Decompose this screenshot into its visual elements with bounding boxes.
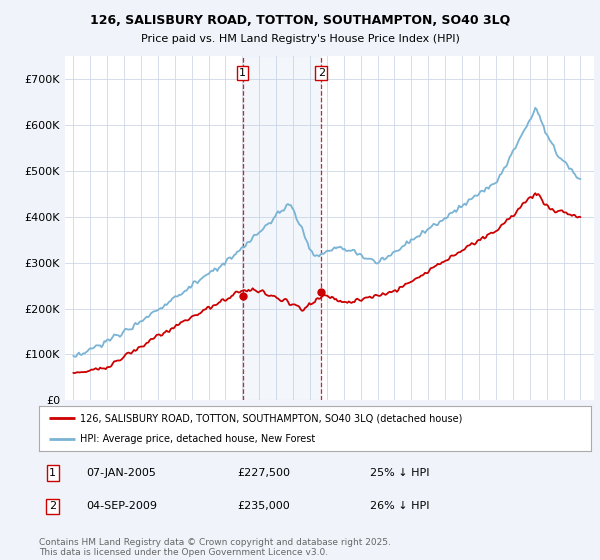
Bar xyxy=(242,56,321,400)
Text: 2: 2 xyxy=(49,501,56,511)
Text: 07-JAN-2005: 07-JAN-2005 xyxy=(86,468,156,478)
Text: 2: 2 xyxy=(318,68,325,78)
Text: 126, SALISBURY ROAD, TOTTON, SOUTHAMPTON, SO40 3LQ: 126, SALISBURY ROAD, TOTTON, SOUTHAMPTON… xyxy=(90,14,510,27)
Text: 25% ↓ HPI: 25% ↓ HPI xyxy=(370,468,430,478)
Text: 04-SEP-2009: 04-SEP-2009 xyxy=(86,501,157,511)
Text: 1: 1 xyxy=(49,468,56,478)
Text: 1: 1 xyxy=(239,68,246,78)
Text: Price paid vs. HM Land Registry's House Price Index (HPI): Price paid vs. HM Land Registry's House … xyxy=(140,34,460,44)
Text: Contains HM Land Registry data © Crown copyright and database right 2025.
This d: Contains HM Land Registry data © Crown c… xyxy=(39,538,391,557)
Text: £235,000: £235,000 xyxy=(238,501,290,511)
Text: £227,500: £227,500 xyxy=(238,468,291,478)
Text: 26% ↓ HPI: 26% ↓ HPI xyxy=(370,501,430,511)
Text: 126, SALISBURY ROAD, TOTTON, SOUTHAMPTON, SO40 3LQ (detached house): 126, SALISBURY ROAD, TOTTON, SOUTHAMPTON… xyxy=(80,413,463,423)
Text: HPI: Average price, detached house, New Forest: HPI: Average price, detached house, New … xyxy=(80,433,316,444)
